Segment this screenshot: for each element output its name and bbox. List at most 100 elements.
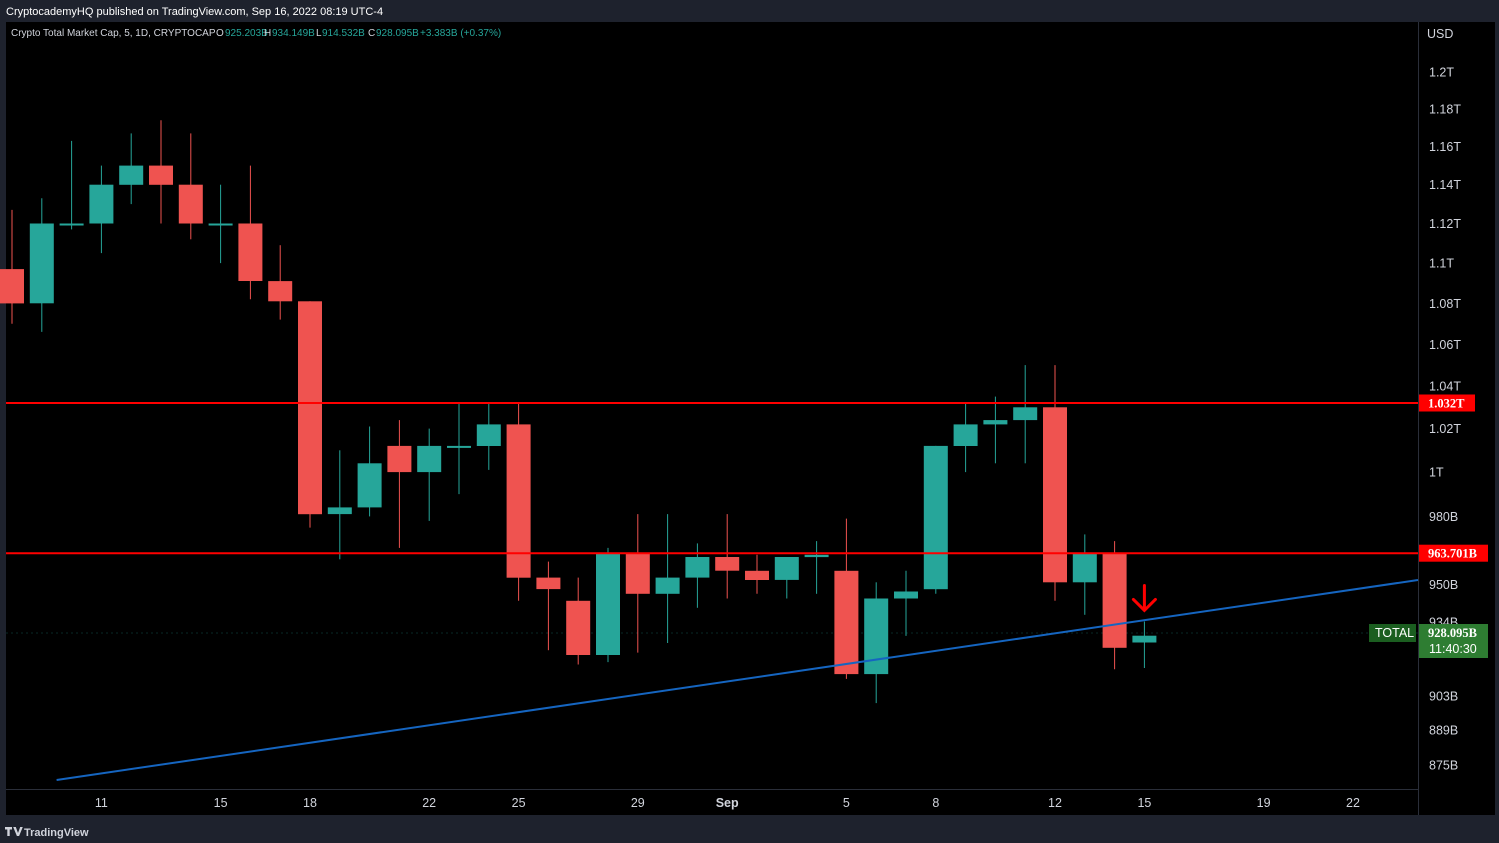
candle-body xyxy=(447,445,471,448)
candle xyxy=(923,445,948,594)
time-tick-label: Sep xyxy=(716,796,739,810)
candle xyxy=(208,184,233,264)
candle xyxy=(268,245,293,320)
candle-body xyxy=(1013,407,1038,421)
tradingview-logo[interactable]: TradingView xyxy=(5,827,89,839)
price-tick-label: 980B xyxy=(1429,510,1458,524)
legend-low-key: L xyxy=(316,28,322,39)
candle-body xyxy=(804,554,829,558)
legend-close-value: 928.095B xyxy=(376,28,419,39)
resistance-tag-text: 1.032T xyxy=(1428,397,1465,411)
candle-body xyxy=(29,223,54,304)
candle xyxy=(625,514,650,653)
price-axis-currency: USD xyxy=(1427,27,1453,41)
candle-body xyxy=(208,223,233,226)
price-tick-label: 950B xyxy=(1429,578,1458,592)
candle xyxy=(715,514,740,599)
candle xyxy=(983,396,1008,464)
legend-low-value: 914.532B xyxy=(322,28,365,39)
price-tick-label: 1.06T xyxy=(1429,338,1461,352)
candle xyxy=(417,428,442,521)
legend-high-key: H xyxy=(264,28,271,39)
candle-body xyxy=(953,424,978,446)
time-tick-label: 29 xyxy=(631,796,645,810)
candle-body xyxy=(774,557,799,580)
published-line: CryptocademyHQ published on TradingView.… xyxy=(6,6,383,18)
countdown-text: 11:40:30 xyxy=(1429,642,1477,656)
legend-change: +3.383B (+0.37%) xyxy=(420,28,501,39)
candle-body xyxy=(238,223,263,281)
candle xyxy=(1013,365,1038,464)
time-tick-label: 15 xyxy=(214,796,228,810)
time-tick-label: 15 xyxy=(1137,796,1151,810)
candle-body xyxy=(149,165,173,185)
time-tick-label: 25 xyxy=(512,796,526,810)
candle-body xyxy=(357,463,382,508)
symbol-title: Crypto Total Market Cap, 5, 1D, CRYPTOCA… xyxy=(11,28,216,39)
candle-body xyxy=(655,577,680,594)
candle xyxy=(387,420,412,548)
candle-body xyxy=(387,445,412,473)
candle-body xyxy=(1132,635,1157,643)
candle-body xyxy=(715,557,740,571)
candle xyxy=(178,133,203,240)
candle xyxy=(0,209,24,324)
candle xyxy=(238,165,263,300)
time-tick-label: 5 xyxy=(843,796,850,810)
down-arrow-icon xyxy=(1131,583,1157,613)
candle-body xyxy=(745,570,769,580)
candle xyxy=(536,561,561,651)
support-price-tag: 963.701B xyxy=(1419,544,1488,562)
candle xyxy=(566,577,591,665)
last-price-tag: TOTAL 928.095B 11:40:30 xyxy=(1369,624,1488,658)
price-tick-label: 1.04T xyxy=(1429,380,1461,394)
candle-body xyxy=(119,165,144,185)
price-tick-label: 1.12T xyxy=(1429,217,1461,231)
candle-body xyxy=(298,301,322,515)
candle-body xyxy=(1102,552,1127,648)
candle-body xyxy=(864,598,889,675)
resistance-price-tag: 1.032T xyxy=(1419,394,1475,412)
legend-high-value: 934.149B xyxy=(272,28,315,39)
candle-body xyxy=(178,184,203,224)
candle xyxy=(476,403,501,470)
candle xyxy=(596,547,620,663)
candle xyxy=(506,403,531,601)
price-axis[interactable]: 1.2T 1.18T 1.16T 1.14T 1.12T 1.1T 1.08T 1.06T 1.… xyxy=(1429,66,1461,773)
price-tick-label: 1.08T xyxy=(1429,297,1461,311)
candle xyxy=(119,133,144,205)
trendline[interactable] xyxy=(56,579,1419,781)
time-axis[interactable]: 11 15 18 22 25 29 Sep 5 8 12 15 19 22 xyxy=(95,796,1360,810)
time-tick-label: 8 xyxy=(932,796,939,810)
time-tick-label: 11 xyxy=(95,796,108,810)
candle xyxy=(1072,534,1097,615)
ohlc-legend: Crypto Total Market Cap, 5, 1D, CRYPTOCA… xyxy=(11,28,501,39)
price-tick-label: 1.18T xyxy=(1429,103,1461,117)
candle-body xyxy=(327,507,352,515)
candle-body xyxy=(536,577,561,590)
candle xyxy=(774,557,799,599)
candle xyxy=(655,514,680,643)
price-tick-label: 1.14T xyxy=(1429,178,1461,192)
last-price-text: 928.095B xyxy=(1428,626,1477,640)
candle-body xyxy=(685,557,710,578)
candle-body xyxy=(834,570,859,675)
support-tag-box xyxy=(1419,544,1488,562)
candle-body xyxy=(417,445,442,473)
brand-label: TradingView xyxy=(24,827,89,839)
candle-body xyxy=(596,552,620,655)
price-tick-label: 1.2T xyxy=(1429,66,1454,80)
candle-body xyxy=(89,184,114,224)
candle-body xyxy=(566,600,591,655)
candle xyxy=(29,198,54,332)
candle xyxy=(149,120,173,224)
time-tick-label: 22 xyxy=(422,796,436,810)
time-tick-label: 12 xyxy=(1048,796,1062,810)
candle-body xyxy=(1043,407,1067,583)
price-tick-label: 1T xyxy=(1429,466,1444,480)
down-arrow-shape xyxy=(1131,583,1157,613)
candle-body xyxy=(506,424,531,578)
time-tick-label: 19 xyxy=(1257,796,1271,810)
